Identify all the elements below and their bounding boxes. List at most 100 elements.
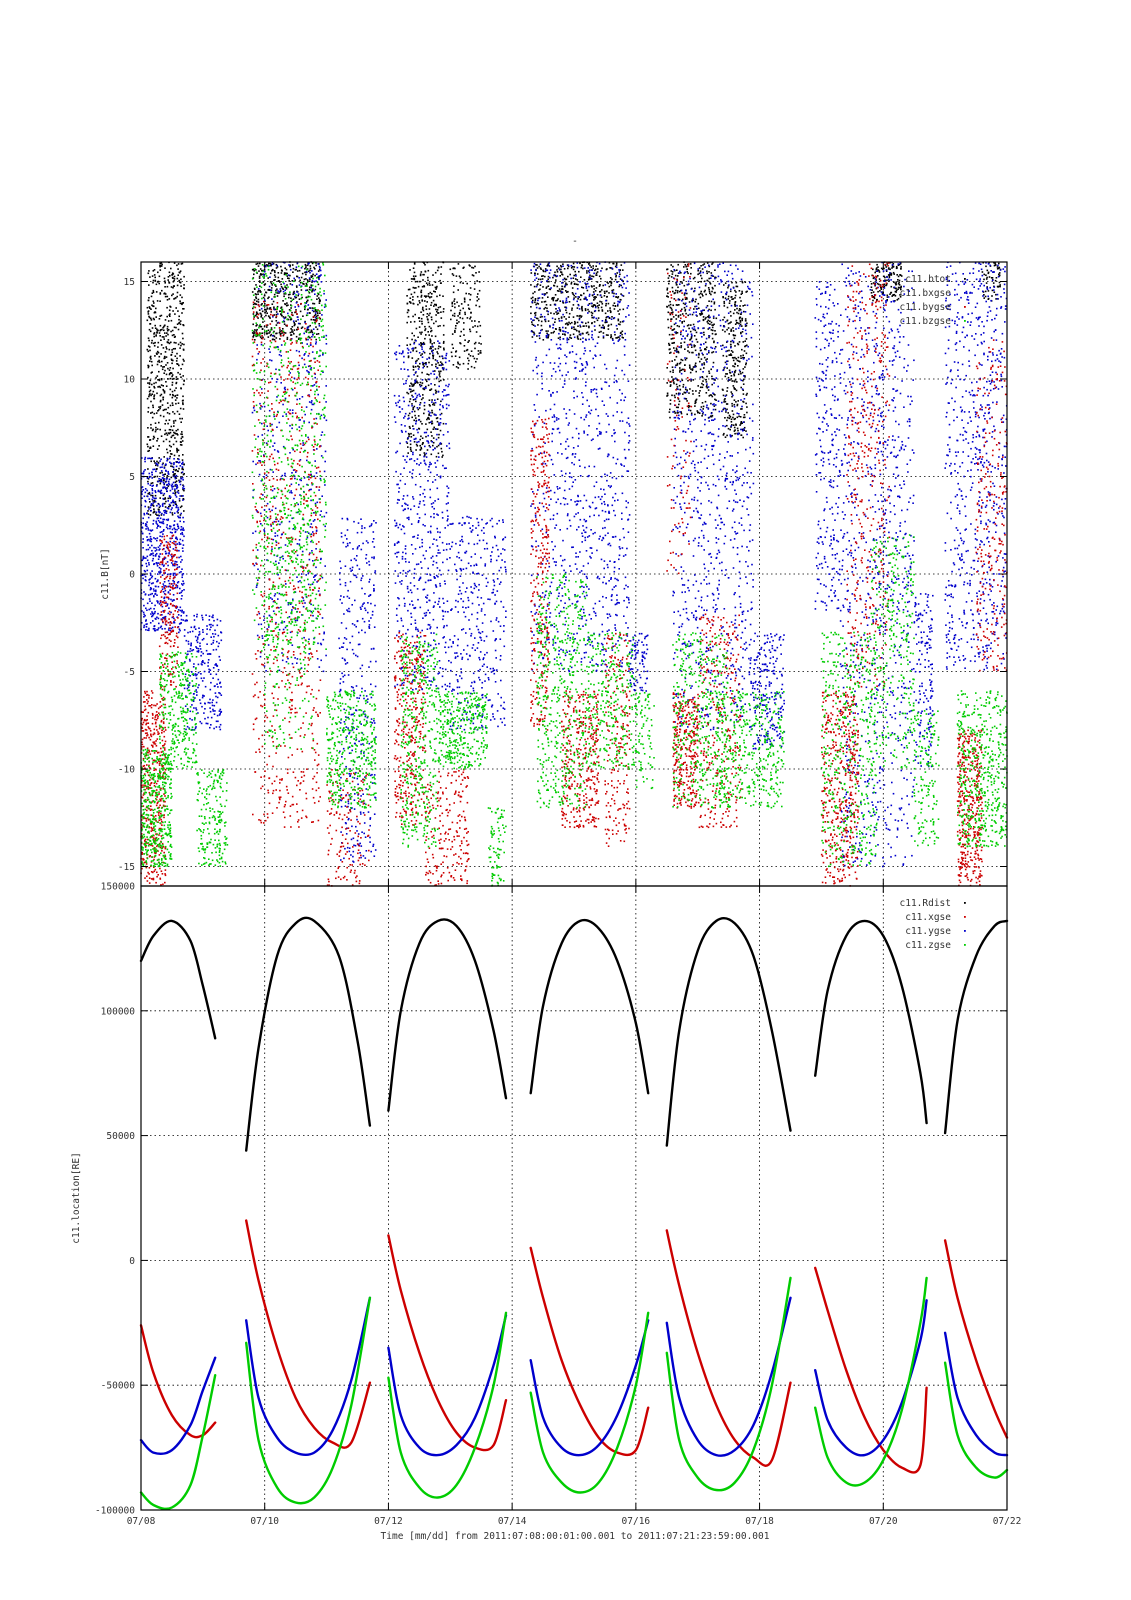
scatter-point — [148, 532, 151, 535]
scatter-point — [353, 799, 356, 801]
scatter-point — [162, 415, 165, 418]
scatter-point — [178, 322, 180, 324]
scatter-point — [412, 407, 415, 409]
scatter-point — [187, 640, 190, 643]
scatter-point — [666, 392, 669, 395]
scatter-point — [473, 366, 476, 369]
scatter-point — [273, 270, 276, 272]
scatter-point — [684, 264, 687, 266]
scatter-point — [361, 617, 364, 620]
scatter-point — [436, 285, 438, 288]
scatter-point — [181, 433, 183, 436]
scatter-point — [200, 722, 203, 725]
scatter-point — [740, 386, 742, 389]
scatter-point — [580, 294, 583, 297]
scatter-point — [534, 312, 536, 315]
scatter-point — [286, 284, 288, 286]
scatter-point — [320, 281, 323, 283]
scatter-point — [423, 285, 425, 287]
scatter-point — [169, 393, 171, 396]
scatter-point — [157, 612, 159, 615]
scatter-point — [160, 262, 163, 264]
scatter-point — [198, 684, 200, 686]
scatter-point — [438, 355, 441, 358]
scatter-point — [215, 720, 218, 723]
scatter-point — [256, 324, 258, 326]
scatter-point — [473, 288, 476, 290]
scatter-point — [171, 375, 173, 378]
scatter-point — [172, 584, 174, 587]
scatter-point — [895, 281, 898, 283]
scatter-point — [257, 568, 259, 571]
scatter-point — [539, 267, 542, 269]
scatter-point — [292, 267, 295, 270]
scatter-point — [202, 661, 204, 664]
scatter-point — [349, 774, 352, 777]
scatter-point — [701, 268, 704, 270]
scatter-point — [173, 527, 176, 529]
scatter-point — [412, 408, 414, 411]
scatter-point — [175, 307, 177, 309]
scatter-point — [732, 357, 735, 359]
scatter-point — [691, 299, 693, 302]
scatter-point — [675, 392, 678, 395]
scatter-point — [675, 314, 677, 316]
scatter-point — [730, 340, 732, 343]
scatter-point — [179, 483, 182, 486]
scatter-point — [564, 327, 567, 329]
scatter-point — [743, 429, 745, 431]
scatter-point — [149, 593, 152, 596]
scatter-point — [725, 411, 727, 413]
scatter-point — [170, 508, 173, 511]
scatter-point — [412, 278, 414, 280]
scatter-point — [219, 681, 222, 684]
scatter-point — [469, 330, 472, 333]
scatter-point — [426, 284, 429, 286]
scatter-point — [418, 407, 421, 409]
scatter-point — [175, 537, 177, 540]
scatter-point — [180, 571, 182, 573]
scatter-point — [280, 269, 283, 271]
scatter-point — [173, 621, 175, 624]
scatter-point — [733, 399, 736, 401]
scatter-point — [171, 626, 174, 629]
scatter-point — [315, 264, 317, 267]
scatter-point — [619, 321, 622, 323]
scatter-point — [418, 320, 421, 322]
scatter-point — [167, 500, 169, 502]
scatter-point — [182, 527, 184, 529]
scatter-point — [420, 344, 422, 347]
scatter-point — [569, 322, 571, 325]
scatter-series-c11-bxgse — [140, 261, 1008, 868]
scatter-point — [622, 308, 625, 311]
scatter-point — [315, 417, 318, 420]
scatter-point — [582, 267, 584, 270]
scatter-point — [431, 435, 433, 437]
scatter-point — [543, 308, 545, 310]
scatter-point — [280, 265, 282, 268]
scatter-point — [554, 321, 556, 323]
scatter-point — [168, 495, 171, 498]
scatter-point — [179, 520, 181, 523]
scatter-point — [712, 262, 714, 264]
scatter-point — [148, 297, 150, 299]
scatter-point — [276, 322, 279, 324]
scatter-point — [302, 605, 305, 608]
scatter-point — [296, 658, 299, 660]
scatter-point — [598, 285, 601, 287]
scatter-point — [437, 444, 440, 447]
scatter-point — [458, 321, 460, 323]
scatter-point — [900, 275, 903, 277]
scatter-point — [363, 832, 365, 835]
scatter-point — [694, 364, 696, 367]
scatter-point — [148, 476, 151, 478]
scatter-point — [438, 364, 441, 366]
scatter-point — [691, 368, 694, 370]
scatter-point — [591, 316, 593, 319]
scatter-point — [871, 289, 873, 291]
scatter-point — [183, 284, 185, 286]
scatter-point — [264, 309, 266, 311]
scatter-point — [410, 321, 412, 323]
scatter-point — [189, 648, 192, 650]
scatter-point — [148, 584, 150, 587]
